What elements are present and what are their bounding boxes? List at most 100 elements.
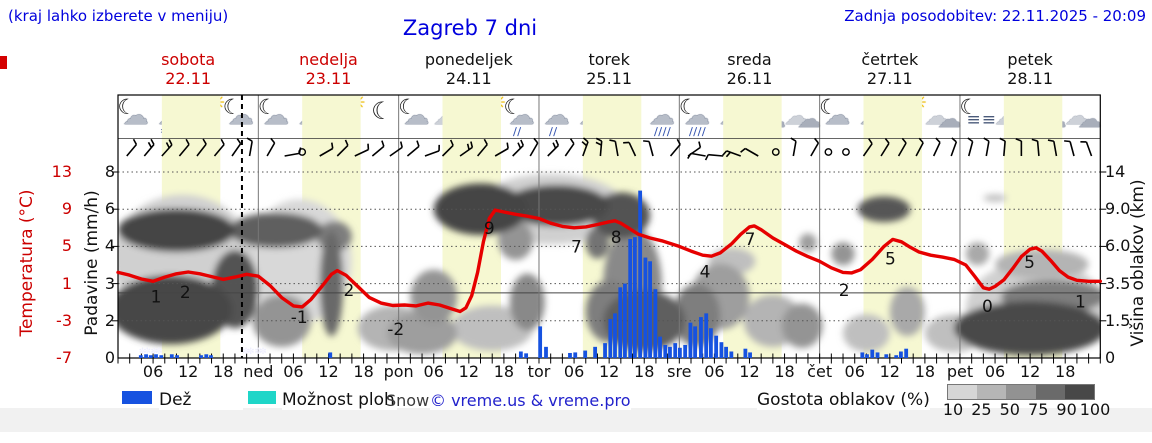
weather-icon: ☁|||| <box>644 96 680 138</box>
wind-barb <box>547 144 559 157</box>
rain-bar <box>648 261 652 358</box>
moon-icon: ☾ <box>503 95 523 119</box>
wind-barb <box>1036 140 1040 157</box>
rain-bar <box>729 351 734 358</box>
rain-bar <box>148 355 153 358</box>
wind-barb <box>319 147 334 157</box>
cloud-icon: ☁ <box>122 101 149 131</box>
wind-barb-tick <box>967 137 974 143</box>
day-name: četrtek <box>861 50 919 69</box>
rain-bar <box>144 354 148 358</box>
wind-barb <box>284 152 300 157</box>
wind-barb-tick <box>1031 138 1038 142</box>
temperature-line <box>116 208 1103 314</box>
wind-barb <box>614 141 619 157</box>
hour-label: 06 <box>283 362 304 381</box>
cloud-blob <box>319 230 344 337</box>
cloud-icon: ☁ <box>1077 105 1102 133</box>
moon-icon: ☾ <box>257 95 277 119</box>
wind-barb <box>143 143 155 157</box>
height-tick-label: 0 <box>1105 348 1116 367</box>
wind-barb-tick <box>132 138 138 145</box>
weather-icon: ☁☁ <box>924 96 961 138</box>
wind-barb-tick <box>698 141 702 148</box>
rain-bar <box>175 355 179 358</box>
cloud-blob <box>995 249 1089 280</box>
wind-calm-circle <box>842 148 850 156</box>
hour-label: 06 <box>704 362 725 381</box>
wind-barb-tick <box>999 137 1006 142</box>
temperature-value-label: 8 <box>611 228 622 248</box>
height-tick-label: 3.5 <box>1105 273 1131 293</box>
wind-barb-tick <box>506 142 509 149</box>
cloud-icon: ☁ <box>227 101 254 131</box>
temp-tick-label: -3 <box>56 310 72 330</box>
red-edge-mark <box>0 56 7 69</box>
wind-barb <box>708 153 724 157</box>
snow-mark: ✼ <box>139 347 147 357</box>
wind-barb-tick <box>918 137 924 144</box>
wind-barb-tick <box>687 152 692 159</box>
moon-icon: ☾ <box>959 95 979 119</box>
rain-bar <box>518 351 523 358</box>
page-title: Zagreb 7 dni <box>402 16 538 40</box>
rain-bar <box>899 351 903 358</box>
temperature-value-label: 4 <box>700 263 711 283</box>
wind-barb <box>648 141 654 157</box>
rain-bar <box>643 257 648 358</box>
temperature-value-label: 9 <box>484 219 495 239</box>
wind-barb <box>406 145 420 157</box>
wind-barb-tick <box>449 139 454 146</box>
moon-icon: ☾ <box>678 95 698 119</box>
wind-barb-tick <box>236 138 242 145</box>
wind-barb-tick <box>399 141 403 148</box>
rain-bar <box>568 352 572 358</box>
temperature-value-label: -1 <box>291 308 308 328</box>
wind-calm-circle <box>771 148 780 156</box>
cloud-blob <box>965 242 990 266</box>
height-tick-label: 6.0 <box>1105 236 1131 256</box>
rain-bar <box>884 354 889 358</box>
density-tick-label: 10 <box>942 400 964 419</box>
moon-icon: ☾ <box>398 95 418 119</box>
wind-barb-tick <box>901 137 907 144</box>
day-name: petek <box>1007 50 1053 69</box>
rain-bar <box>159 355 164 358</box>
weather-icon: ☾ <box>363 96 399 138</box>
rain-bar <box>593 346 598 358</box>
rain-bar <box>748 352 752 358</box>
rain-bar <box>328 352 333 358</box>
height-tick-label: 1.5 <box>1105 310 1131 330</box>
moon-icon: ☾ <box>117 95 137 119</box>
hour-label: 12 <box>318 362 339 381</box>
rain-legend-swatch <box>122 391 152 404</box>
wind-barb-tick <box>582 137 589 143</box>
wind-barb <box>932 142 941 157</box>
wind-barb-tick <box>676 138 681 145</box>
cloud-blob <box>118 275 232 345</box>
hour-label: 06 <box>844 362 865 381</box>
wind-barb <box>915 142 924 157</box>
wind-barb <box>967 141 974 157</box>
hour-label: 18 <box>774 362 795 381</box>
rain-bar <box>613 313 617 358</box>
cloud-icon: ☁ <box>683 101 710 131</box>
cloud-blob <box>585 226 610 259</box>
wind-barb <box>628 142 637 157</box>
wind-barb <box>354 148 369 157</box>
wind-barb-tick <box>246 137 253 142</box>
day-abbr-label: pet <box>946 362 974 381</box>
hour-label: 06 <box>142 362 164 381</box>
snow-mark: ✼ <box>242 347 250 357</box>
temperature-value-label: 5 <box>1024 253 1035 273</box>
wind-barb-tick <box>595 137 603 142</box>
day-date: 22.11 <box>165 69 212 88</box>
rain-bar <box>538 326 543 358</box>
wind-barb-tick <box>270 137 276 144</box>
wind-barb-tick <box>704 154 709 161</box>
wind-barb <box>231 143 242 157</box>
rain-bar <box>699 317 703 358</box>
wind-barb-tick <box>147 141 153 148</box>
weather-icon: ☾ ☁ <box>398 96 434 138</box>
rain-bar <box>724 346 728 358</box>
